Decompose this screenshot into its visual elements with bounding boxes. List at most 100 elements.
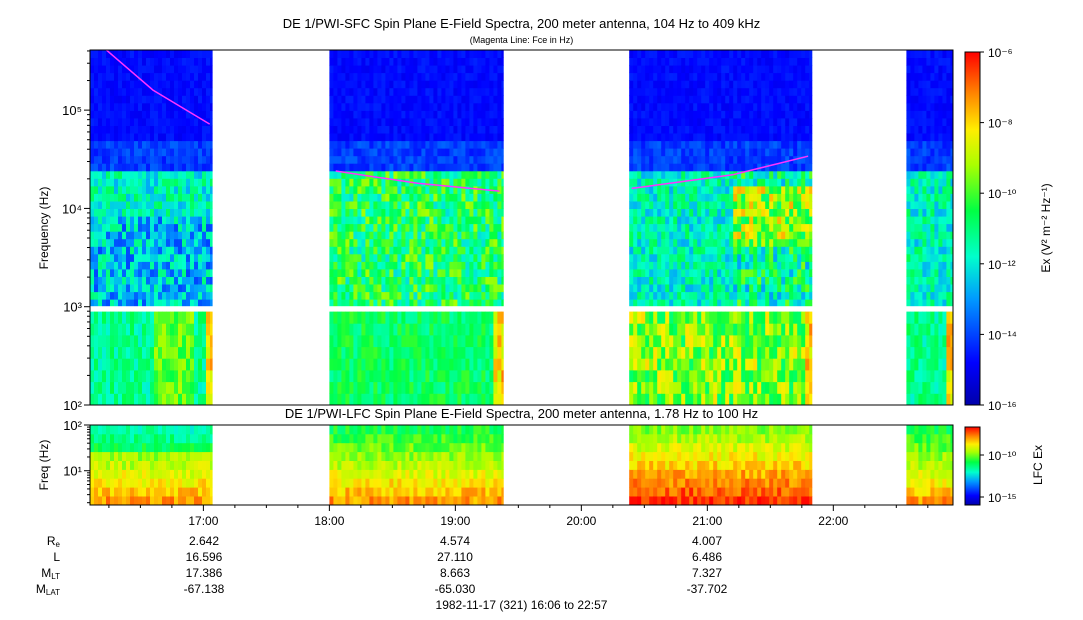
sfc-cell [725, 133, 730, 142]
sfc-cell [345, 178, 350, 187]
sfc-cell [333, 381, 338, 394]
sfc-cell [453, 102, 458, 111]
sfc-cell [769, 50, 774, 58]
sfc-cell [385, 80, 390, 89]
sfc-cell [697, 208, 702, 217]
sfc-cell [661, 110, 666, 119]
sfc-cell [669, 133, 674, 142]
sfc-cell [353, 148, 358, 157]
sfc-cell [721, 381, 726, 394]
sfc-cell [102, 381, 107, 394]
sfc-cell [425, 193, 430, 202]
sfc-cell [693, 393, 698, 405]
sfc-cell [393, 193, 398, 202]
sfc-cell [797, 95, 802, 104]
sfc-cell [713, 358, 718, 371]
sfc-cell [629, 346, 634, 359]
sfc-cell [697, 87, 702, 96]
sfc-cell [405, 65, 410, 74]
sfc-cell [186, 358, 191, 371]
sfc-cell [661, 323, 666, 336]
sfc-cell [761, 208, 766, 217]
sfc-cell [174, 72, 179, 81]
sfc-cell [801, 370, 806, 383]
sfc-cell [381, 65, 386, 74]
sfc-cell [801, 80, 806, 89]
sfc-cell [162, 311, 167, 324]
sfc-cell [769, 299, 774, 308]
sfc-cell [373, 50, 378, 58]
sfc-cell [745, 299, 750, 308]
sfc-cell [433, 231, 438, 240]
sfc-cell [677, 193, 682, 202]
sfc-cell [405, 163, 410, 172]
sfc-cell [158, 311, 163, 324]
sfc-cell [701, 238, 706, 247]
sfc-cell [405, 185, 410, 194]
sfc-cell [681, 118, 686, 126]
sfc-cell [721, 170, 726, 179]
sfc-cell [693, 335, 698, 348]
sfc-cell [489, 381, 494, 394]
sfc-cell [641, 238, 646, 247]
sfc-cell [461, 193, 466, 202]
sfc-cell [345, 393, 350, 405]
sfc-cell [473, 140, 478, 149]
sfc-cell [629, 148, 634, 157]
sfc-cell [661, 276, 666, 285]
sfc-cell [130, 87, 135, 96]
sfc-cell [206, 276, 211, 285]
sfc-cell [393, 323, 398, 336]
sfc-cell [657, 87, 662, 96]
sfc-cell [697, 291, 702, 300]
sfc-cell [673, 148, 678, 157]
sfc-cell [186, 201, 191, 209]
sfc-cell [146, 170, 151, 179]
sfc-cell [457, 148, 462, 157]
sfc-cell [485, 72, 490, 81]
sfc-cell [349, 50, 354, 58]
sfc-cell [749, 223, 754, 232]
sfc-cell [413, 253, 418, 262]
sfc-cell [206, 208, 211, 217]
sfc-cell [457, 87, 462, 96]
sfc-cell [761, 253, 766, 262]
sfc-cell [681, 208, 686, 217]
sfc-cell [657, 276, 662, 285]
sfc-cell [114, 346, 119, 359]
sfc-cell [761, 216, 766, 225]
sfc-cell [138, 246, 143, 255]
sfc-cell [729, 118, 734, 126]
sfc-cell [409, 246, 414, 255]
sfc-cell [669, 155, 674, 164]
sfc-cell [122, 87, 127, 96]
sfc-cell [477, 95, 482, 104]
sfc-cell [118, 358, 123, 371]
sfc-cell [401, 299, 406, 308]
sfc-cell [713, 335, 718, 348]
sfc-cell [341, 323, 346, 336]
sfc-cell [349, 335, 354, 348]
sfc-cell [122, 291, 127, 300]
sfc-cell [705, 102, 710, 111]
sfc-cell [158, 155, 163, 164]
sfc-cell [501, 381, 504, 394]
sfc-cell [405, 246, 410, 255]
sfc-cell [349, 133, 354, 142]
sfc-cell [485, 276, 490, 285]
sfc-cell [649, 155, 654, 164]
sfc-cell [154, 185, 159, 194]
sfc-cell [717, 133, 722, 142]
sfc-cell [130, 323, 135, 336]
sfc-cell [349, 291, 354, 300]
sfc-cell [781, 185, 786, 194]
sfc-cell [194, 393, 199, 405]
sfc-cell [737, 95, 742, 104]
sfc-cell [138, 335, 143, 348]
sfc-cell [425, 269, 430, 277]
sfc-cell [190, 269, 195, 277]
sfc-cell [733, 346, 738, 359]
sfc-cell [745, 163, 750, 172]
sfc-cell [493, 335, 498, 348]
sfc-cell [206, 370, 211, 383]
